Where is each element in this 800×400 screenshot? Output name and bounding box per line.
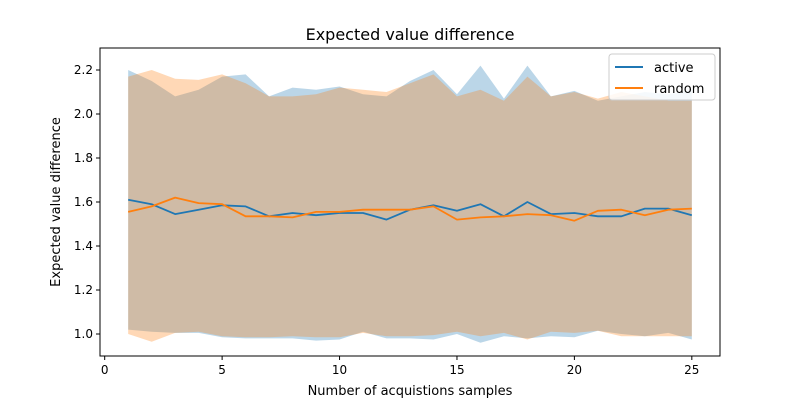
y-tick-label: 1.0 — [74, 327, 93, 341]
legend: active random — [608, 53, 716, 101]
y-tick-label: 1.4 — [74, 239, 93, 253]
x-tick-label: 25 — [684, 363, 699, 377]
band-active — [128, 65, 692, 343]
x-axis-label: Number of acquistions samples — [308, 384, 513, 399]
y-tick-label: 2.0 — [74, 107, 93, 121]
legend-label-active: active — [654, 61, 694, 76]
legend-label-random: random — [654, 82, 704, 97]
x-tick-label: 20 — [567, 363, 582, 377]
chart-title: Expected value difference — [306, 25, 515, 44]
y-tick-label: 2.2 — [74, 63, 93, 77]
x-tick-label: 0 — [101, 363, 109, 377]
x-tick-label: 15 — [449, 363, 464, 377]
y-tick-label: 1.2 — [74, 283, 93, 297]
series-line-random — [127, 196, 692, 222]
y-axis-label: Expected value difference — [49, 117, 64, 287]
x-tick-label: 10 — [332, 363, 347, 377]
band-random — [128, 70, 692, 342]
y-tick-label: 1.8 — [74, 151, 93, 165]
axes: 0 5 10 15 20 25 1.0 1.2 1.4 1.6 1.8 2.0 2.2 — [74, 47, 721, 377]
x-tick-label: 5 — [218, 363, 226, 377]
plot-area — [127, 65, 693, 343]
y-tick-label: 1.6 — [74, 195, 93, 209]
